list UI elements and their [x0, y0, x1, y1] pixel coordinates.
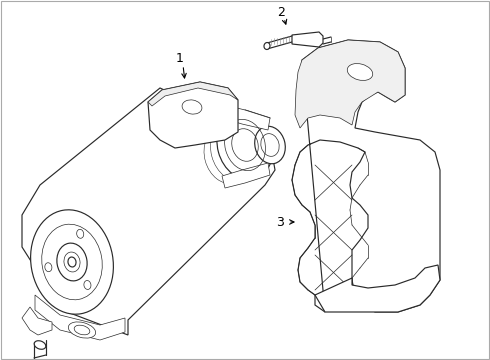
Ellipse shape	[45, 263, 52, 272]
Polygon shape	[35, 295, 125, 340]
Text: 1: 1	[176, 51, 184, 64]
Ellipse shape	[264, 42, 270, 49]
Ellipse shape	[68, 322, 96, 338]
Ellipse shape	[347, 64, 373, 80]
Ellipse shape	[84, 280, 91, 289]
Ellipse shape	[217, 111, 273, 180]
Ellipse shape	[255, 126, 285, 164]
Polygon shape	[148, 82, 238, 148]
Polygon shape	[222, 163, 270, 188]
Polygon shape	[222, 105, 270, 130]
Ellipse shape	[30, 210, 113, 314]
Ellipse shape	[34, 341, 46, 349]
Ellipse shape	[182, 100, 202, 114]
Polygon shape	[292, 32, 323, 47]
Polygon shape	[22, 307, 52, 335]
Text: 2: 2	[277, 5, 285, 18]
Ellipse shape	[57, 243, 87, 281]
Polygon shape	[292, 40, 440, 312]
Polygon shape	[22, 88, 275, 335]
Ellipse shape	[68, 257, 76, 267]
Ellipse shape	[76, 229, 84, 238]
Polygon shape	[148, 82, 238, 106]
Polygon shape	[315, 265, 440, 312]
Text: 3: 3	[276, 216, 284, 229]
Polygon shape	[295, 40, 405, 128]
